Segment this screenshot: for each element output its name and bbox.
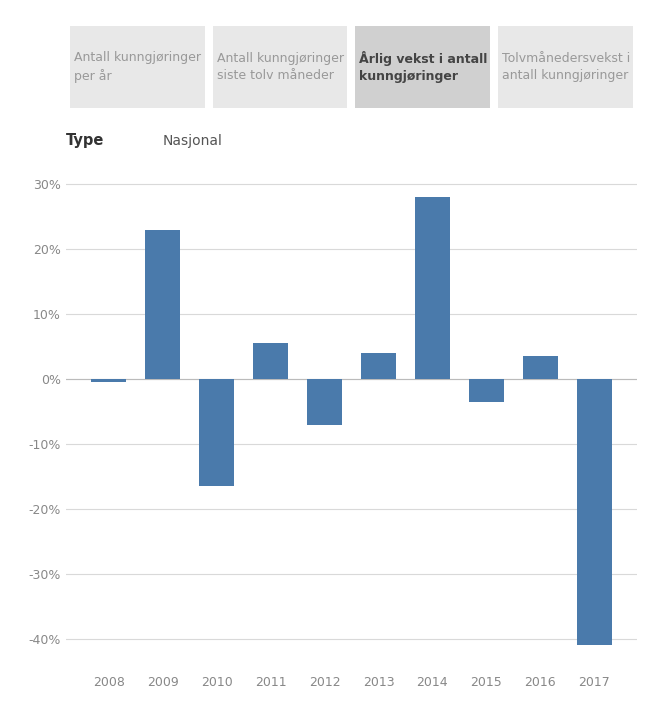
FancyBboxPatch shape: [213, 26, 348, 108]
Text: Antall kunngjøringer
siste tolv måneder: Antall kunngjøringer siste tolv måneder: [217, 52, 344, 82]
Bar: [361, 353, 396, 379]
Bar: [199, 379, 234, 487]
Bar: [91, 379, 126, 383]
FancyBboxPatch shape: [499, 26, 633, 108]
Bar: [415, 197, 450, 379]
FancyBboxPatch shape: [355, 26, 490, 108]
Text: Antall kunngjøringer
per år: Antall kunngjøringer per år: [74, 51, 200, 83]
Text: Nasjonal: Nasjonal: [163, 134, 223, 148]
FancyBboxPatch shape: [70, 26, 204, 108]
Bar: [253, 344, 288, 379]
Text: Tolvmånedersvekst i
antall kunngjøringer: Tolvmånedersvekst i antall kunngjøringer: [502, 52, 630, 82]
Text: Type: Type: [66, 133, 104, 148]
Bar: [523, 357, 558, 379]
Bar: [145, 230, 180, 379]
Text: Årlig vekst i antall
kunngjøringer: Årlig vekst i antall kunngjøringer: [359, 51, 487, 83]
Bar: [307, 379, 342, 425]
Bar: [469, 379, 504, 401]
Bar: [577, 379, 612, 645]
